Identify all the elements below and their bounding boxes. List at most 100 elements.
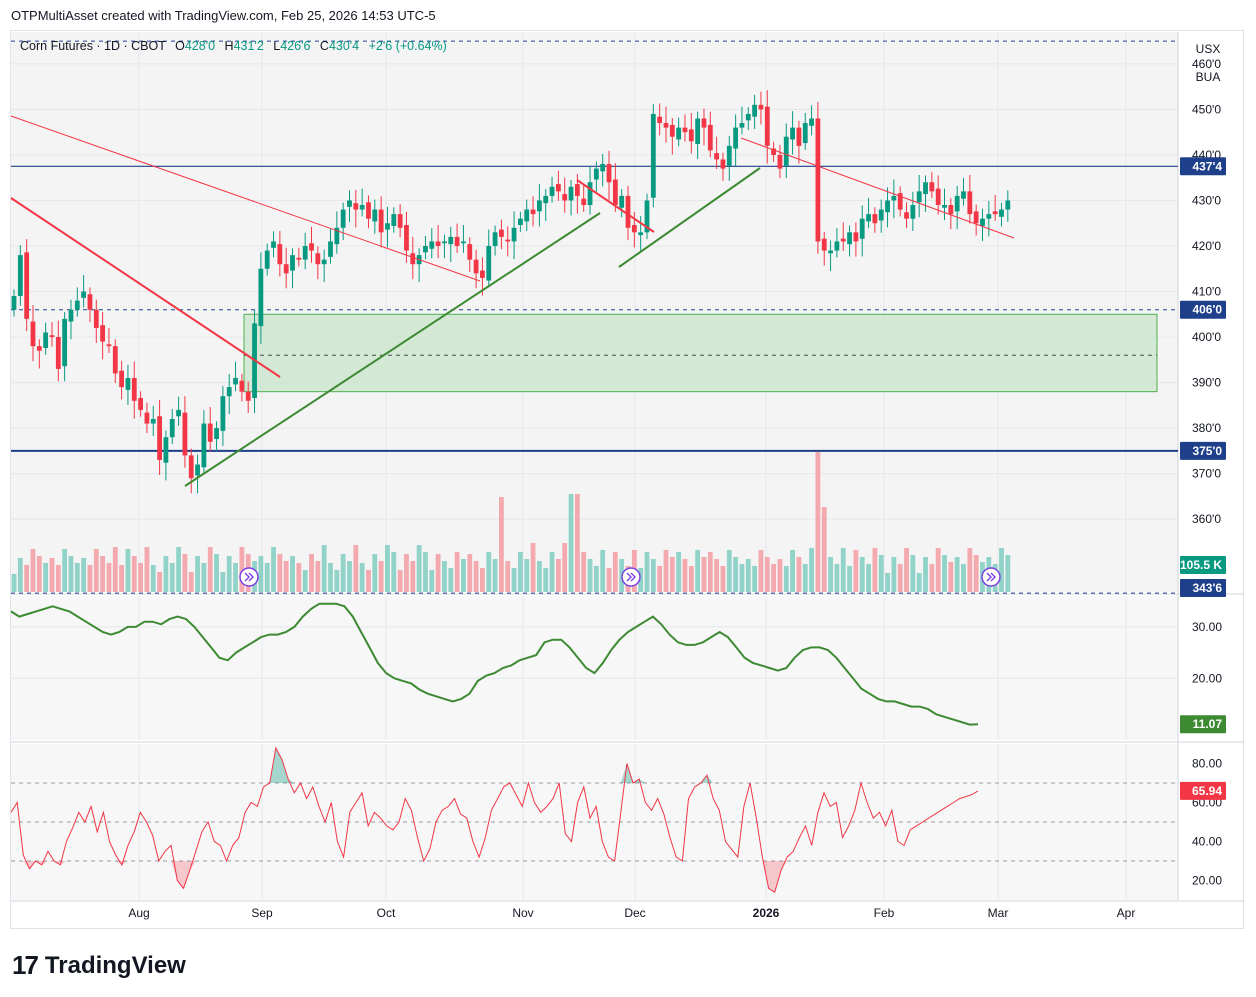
candle-body — [707, 124, 713, 151]
volume-bar — [49, 558, 55, 592]
price-axis-tick: 460'0 — [1192, 57, 1221, 71]
volume-bar — [454, 552, 460, 592]
volume-bar — [999, 548, 1004, 592]
candle-body — [853, 232, 859, 242]
volume-bar — [423, 552, 428, 592]
rsi-oversold-fill — [121, 861, 129, 865]
candle-body — [625, 195, 631, 228]
volume-bar — [68, 556, 74, 592]
candle-body — [676, 127, 682, 140]
candle-body — [138, 398, 143, 410]
tradingview-logo[interactable]: 17 TradingView — [12, 950, 186, 981]
candle-body — [904, 212, 909, 219]
candle-body — [847, 232, 852, 245]
candle-body — [600, 164, 606, 172]
candle-body — [100, 325, 106, 342]
volume-bar — [543, 568, 549, 592]
volume-bar — [745, 559, 751, 592]
candle-body — [999, 209, 1004, 217]
volume-bar — [688, 566, 694, 592]
date-axis-tick: Dec — [624, 906, 645, 920]
candle-body — [30, 321, 36, 347]
legend-high-label: H — [224, 39, 234, 53]
candle-body — [68, 309, 74, 322]
volume-bar — [62, 549, 68, 592]
candle-body — [701, 118, 707, 128]
currency-selector[interactable]: USX — [1195, 42, 1221, 56]
volume-bar — [106, 563, 112, 592]
volume-bar — [682, 559, 688, 592]
rsi-oversold-fill — [774, 861, 781, 893]
volume-bar — [872, 548, 878, 592]
candle-body — [277, 244, 283, 265]
candle-body — [264, 250, 270, 269]
volume-bar — [669, 557, 675, 592]
candle-body — [821, 238, 827, 251]
candle-body — [726, 145, 732, 166]
price-axis-tick: 450'0 — [1192, 102, 1221, 116]
candle-body — [36, 346, 42, 351]
date-axis-tick: Nov — [512, 906, 533, 920]
candle-body — [201, 423, 207, 468]
candle-body — [347, 200, 352, 207]
volume-bar — [726, 550, 732, 592]
volume-bar — [562, 543, 568, 592]
candle-body — [631, 225, 637, 233]
candle-body — [435, 241, 441, 246]
volume-bar — [416, 545, 422, 592]
candle-body — [543, 195, 549, 204]
candle-body — [220, 396, 226, 431]
candle-body — [783, 136, 789, 166]
volume-bar — [309, 554, 314, 592]
volume-bar — [828, 557, 833, 592]
volume-bar — [315, 561, 321, 592]
volume-bar — [176, 547, 181, 592]
candle-body — [125, 378, 131, 390]
candle-body — [334, 227, 340, 245]
rsi-axis-tick: 20.00 — [1192, 874, 1222, 888]
adx-axis-tick: 20.00 — [1192, 671, 1222, 685]
volume-bar — [866, 564, 871, 592]
price-axis-tick: 410'0 — [1192, 285, 1221, 299]
candle-body — [720, 159, 726, 169]
volume-bar — [764, 557, 770, 592]
candle-body — [714, 153, 720, 160]
candle-body — [897, 193, 903, 210]
price-axis-tick: 360'0 — [1192, 512, 1221, 526]
candle-body — [473, 259, 479, 274]
candle-body — [815, 118, 821, 242]
candle-body — [568, 186, 574, 201]
volume-bar — [277, 554, 283, 592]
volume-bar — [948, 562, 954, 592]
volume-bar — [644, 552, 650, 592]
volume-bar — [328, 563, 333, 592]
candle-body — [581, 198, 587, 206]
adx-axis-tick: 30.00 — [1192, 620, 1222, 634]
candle-body — [885, 200, 890, 213]
date-axis-tick: Aug — [128, 906, 149, 920]
volume-bar — [442, 561, 447, 592]
volume-bar — [847, 566, 852, 592]
volume-bar — [30, 549, 36, 592]
volume-bar — [302, 570, 308, 592]
candle-body — [1005, 200, 1011, 210]
candle-body — [454, 236, 460, 246]
volume-bar — [17, 558, 23, 592]
candle-body — [973, 211, 979, 224]
candle-body — [518, 218, 523, 226]
candle-body — [745, 113, 751, 121]
candle-body — [188, 455, 194, 479]
candle-body — [340, 209, 346, 228]
unit-selector[interactable]: BUA — [1195, 70, 1221, 84]
candle-body — [499, 229, 504, 237]
candle-body — [650, 113, 656, 198]
candle-body — [226, 387, 232, 397]
candle-body — [81, 291, 87, 298]
volume-bar — [739, 564, 745, 592]
candle-body — [524, 209, 530, 222]
volume-bar — [163, 556, 169, 592]
volume-bar — [74, 563, 80, 592]
candle-body — [954, 195, 960, 212]
volume-bar — [207, 547, 213, 592]
